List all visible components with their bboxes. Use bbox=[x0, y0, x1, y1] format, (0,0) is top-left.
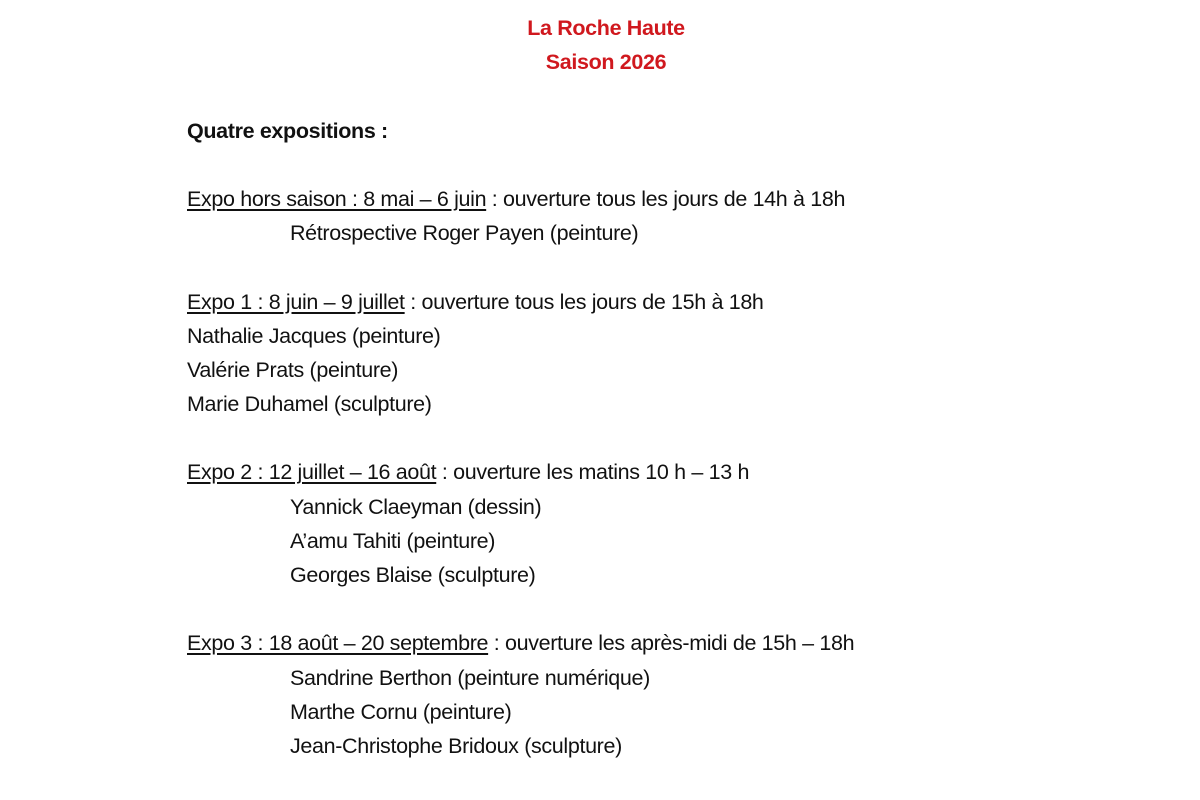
artist-item: Yannick Claeyman (dessin) bbox=[290, 494, 542, 519]
artist-item: A’amu Tahiti (peinture) bbox=[290, 528, 496, 553]
artist-item: Jean-Christophe Bridoux (sculpture) bbox=[290, 733, 622, 758]
artist-item: Valérie Prats (peinture) bbox=[187, 357, 399, 382]
artist-item: Georges Blaise (sculpture) bbox=[290, 563, 536, 587]
expo-heading: Expo 1 : 8 juin – 9 juillet : ouverture … bbox=[187, 285, 1187, 319]
artist-item: Marie Duhamel (sculpture) bbox=[187, 392, 432, 417]
document-subtitle: Saison 2026 bbox=[545, 50, 667, 75]
document-page: La Roche Haute Saison 2026 Quatre exposi… bbox=[187, 11, 1187, 763]
artist-item: Marthe Cornu (peinture) bbox=[290, 699, 512, 724]
document-title: La Roche Haute bbox=[527, 16, 685, 40]
intro-heading: Quatre expositions : bbox=[187, 118, 388, 143]
expo-heading: Expo hors saison : 8 mai – 6 juin : ouve… bbox=[187, 182, 1187, 216]
expo-dates: Expo 3 : 18 août – 20 septembre bbox=[187, 631, 489, 656]
artist-item: Sandrine Berthon (peinture numérique) bbox=[290, 665, 650, 690]
expo-dates: Expo 1 : 8 juin – 9 juillet bbox=[187, 289, 405, 314]
expo-hours: : ouverture les après-midi de 15h – 18h bbox=[488, 631, 855, 656]
expo-heading: Expo 3 : 18 août – 20 septembre : ouvert… bbox=[187, 626, 1187, 660]
expo-dates: Expo hors saison : 8 mai – 6 juin bbox=[187, 186, 487, 211]
expo-dates: Expo 2 : 12 juillet – 16 août bbox=[187, 460, 437, 485]
artist-item: Rétrospective Roger Payen (peinture) bbox=[290, 221, 639, 246]
artist-item: Nathalie Jacques (peinture) bbox=[187, 323, 441, 348]
expo-hours: : ouverture tous les jours de 14h à 18h bbox=[486, 186, 846, 211]
expo-heading: Expo 2 : 12 juillet – 16 août : ouvertur… bbox=[187, 455, 1187, 489]
expo-hours: : ouverture les matins 10 h – 13 h bbox=[436, 460, 750, 485]
expo-hours: : ouverture tous les jours de 15h à 18h bbox=[404, 289, 764, 314]
